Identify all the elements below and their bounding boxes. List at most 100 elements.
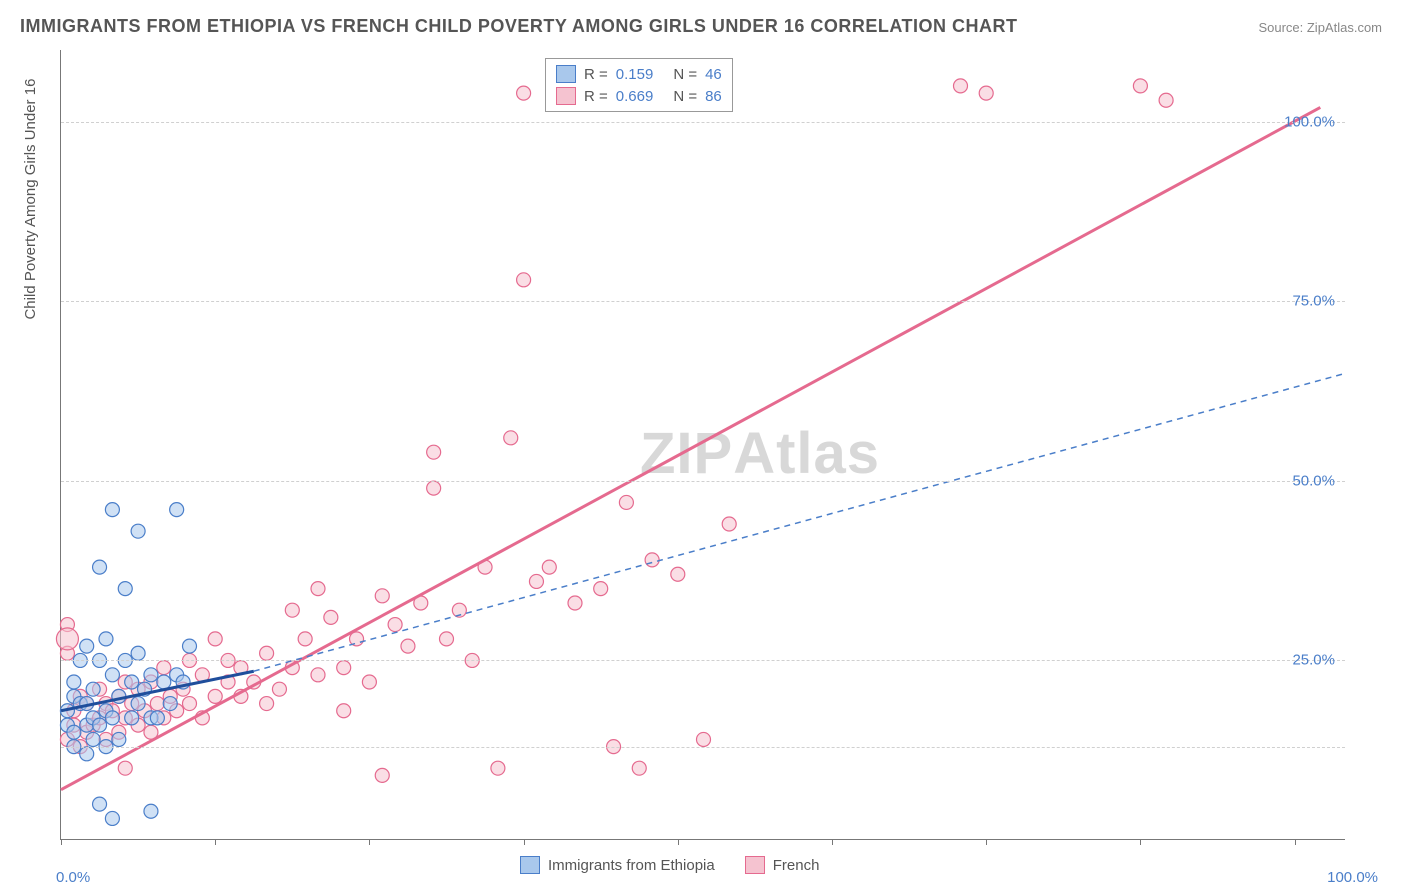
data-point bbox=[93, 718, 107, 732]
data-point bbox=[144, 668, 158, 682]
trend-line bbox=[254, 373, 1346, 671]
data-point bbox=[208, 689, 222, 703]
data-point bbox=[163, 697, 177, 711]
legend-label-french: French bbox=[773, 857, 820, 874]
y-tick-label: 75.0% bbox=[1292, 293, 1335, 310]
data-point bbox=[517, 273, 531, 287]
y-tick-label: 100.0% bbox=[1284, 113, 1335, 130]
data-point bbox=[99, 632, 113, 646]
x-tick bbox=[215, 839, 216, 845]
data-point bbox=[632, 761, 646, 775]
stats-row-ethiopia: R = 0.159 N = 46 bbox=[552, 63, 726, 85]
data-point bbox=[517, 86, 531, 100]
r-label: R = bbox=[584, 66, 608, 83]
data-point bbox=[504, 431, 518, 445]
data-point bbox=[131, 524, 145, 538]
legend-swatch-french bbox=[745, 856, 765, 874]
data-point bbox=[170, 503, 184, 517]
data-point bbox=[93, 797, 107, 811]
data-point bbox=[568, 596, 582, 610]
data-point bbox=[1159, 93, 1173, 107]
data-point bbox=[337, 704, 351, 718]
r-label: R = bbox=[584, 88, 608, 105]
gridline bbox=[61, 747, 1345, 748]
data-point bbox=[105, 711, 119, 725]
data-point bbox=[645, 553, 659, 567]
data-point bbox=[311, 582, 325, 596]
data-point bbox=[671, 567, 685, 581]
swatch-ethiopia bbox=[556, 65, 576, 83]
x-tick bbox=[1295, 839, 1296, 845]
data-point bbox=[67, 675, 81, 689]
data-point bbox=[183, 697, 197, 711]
chart-title: IMMIGRANTS FROM ETHIOPIA VS FRENCH CHILD… bbox=[20, 16, 1018, 37]
n-value-french: 86 bbox=[705, 88, 722, 105]
data-point bbox=[427, 481, 441, 495]
data-point bbox=[157, 675, 171, 689]
gridline bbox=[61, 122, 1345, 123]
n-label: N = bbox=[673, 66, 697, 83]
gridline bbox=[61, 481, 1345, 482]
gridline bbox=[61, 660, 1345, 661]
data-point bbox=[594, 582, 608, 596]
x-tick bbox=[369, 839, 370, 845]
legend-swatch-ethiopia bbox=[520, 856, 540, 874]
x-tick bbox=[678, 839, 679, 845]
data-point bbox=[337, 661, 351, 675]
data-point bbox=[86, 732, 100, 746]
data-point bbox=[1133, 79, 1147, 93]
trend-line bbox=[61, 107, 1320, 789]
x-tick bbox=[832, 839, 833, 845]
data-point bbox=[427, 445, 441, 459]
data-point bbox=[67, 725, 81, 739]
data-point bbox=[150, 697, 164, 711]
x-tick-max: 100.0% bbox=[1327, 869, 1378, 886]
gridline bbox=[61, 301, 1345, 302]
plot-area: 25.0% 50.0% 75.0% 100.0% bbox=[60, 50, 1345, 840]
data-point bbox=[86, 682, 100, 696]
data-point bbox=[388, 618, 402, 632]
data-point bbox=[260, 646, 274, 660]
y-tick-label: 50.0% bbox=[1292, 472, 1335, 489]
data-point bbox=[105, 503, 119, 517]
data-point bbox=[529, 574, 543, 588]
data-point bbox=[272, 682, 286, 696]
legend-label-ethiopia: Immigrants from Ethiopia bbox=[548, 857, 715, 874]
data-point bbox=[375, 589, 389, 603]
data-point bbox=[542, 560, 556, 574]
stats-row-french: R = 0.669 N = 86 bbox=[552, 85, 726, 107]
data-point bbox=[144, 804, 158, 818]
r-value-french: 0.669 bbox=[616, 88, 654, 105]
data-point bbox=[324, 610, 338, 624]
swatch-french bbox=[556, 87, 576, 105]
chart-svg bbox=[61, 50, 1345, 839]
data-point bbox=[125, 711, 139, 725]
n-value-ethiopia: 46 bbox=[705, 66, 722, 83]
n-label: N = bbox=[673, 88, 697, 105]
data-point bbox=[80, 747, 94, 761]
data-point bbox=[491, 761, 505, 775]
data-point bbox=[311, 668, 325, 682]
data-point bbox=[401, 639, 415, 653]
x-tick bbox=[986, 839, 987, 845]
data-point bbox=[285, 603, 299, 617]
stats-legend-box: R = 0.159 N = 46 R = 0.669 N = 86 bbox=[545, 58, 733, 112]
data-point bbox=[697, 732, 711, 746]
data-point bbox=[208, 632, 222, 646]
data-point bbox=[112, 732, 126, 746]
x-tick bbox=[524, 839, 525, 845]
data-point bbox=[619, 495, 633, 509]
data-point bbox=[298, 632, 312, 646]
data-point bbox=[157, 661, 171, 675]
data-point bbox=[93, 560, 107, 574]
data-point bbox=[118, 582, 132, 596]
data-point bbox=[150, 711, 164, 725]
x-tick-min: 0.0% bbox=[56, 869, 90, 886]
data-point bbox=[105, 811, 119, 825]
y-axis-label: Child Poverty Among Girls Under 16 bbox=[22, 79, 39, 320]
data-point bbox=[183, 639, 197, 653]
source-attribution: Source: ZipAtlas.com bbox=[1258, 20, 1382, 35]
data-point bbox=[260, 697, 274, 711]
data-point bbox=[362, 675, 376, 689]
y-tick-label: 25.0% bbox=[1292, 652, 1335, 669]
